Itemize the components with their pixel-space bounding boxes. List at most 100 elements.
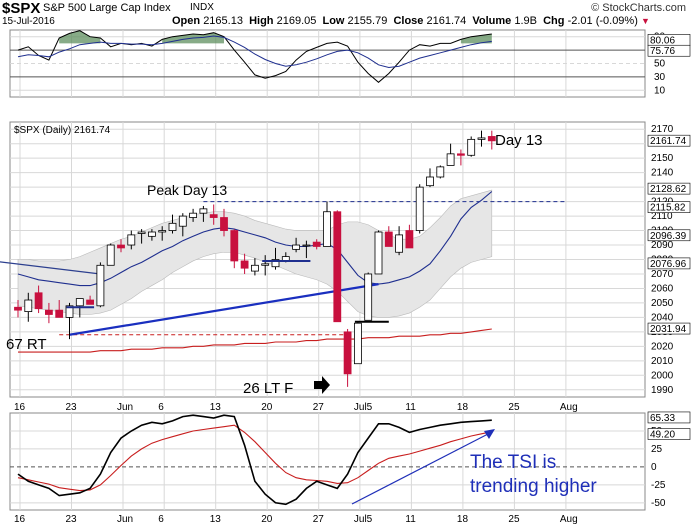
tsi-x-tick-label: 18 (457, 514, 469, 525)
price-x-tick-label: Jun (117, 402, 133, 413)
candle-body (467, 138, 476, 156)
candle-body (333, 211, 342, 323)
price-tick-label: 2150 (651, 153, 674, 164)
candle-body (189, 212, 198, 218)
candle-body (261, 263, 270, 266)
indicator-value-label-box (647, 44, 691, 57)
candle-body (426, 176, 434, 187)
price-value-label-box (647, 229, 691, 242)
tsi-x-tick-label: Jul5 (354, 514, 373, 525)
indicator-line (17, 30, 492, 83)
tsi-signal-line (17, 424, 492, 492)
price-tick-label: 1990 (651, 385, 674, 396)
price-x-tick-label: Jul5 (354, 402, 373, 413)
price-x-tick-label: 6 (158, 402, 164, 413)
chart-name: S&P 500 Large Cap Index (43, 2, 171, 14)
price-tick-label: 2050 (651, 298, 674, 309)
candle-body (24, 299, 33, 313)
price-x-tick-label: 20 (261, 402, 273, 413)
candle-body (374, 231, 383, 275)
candle-body (168, 222, 177, 231)
candle-body (45, 309, 53, 315)
indicator-tick-label: 30 (654, 72, 666, 83)
candle-body (364, 273, 373, 321)
candle-body (230, 230, 239, 262)
tsi-tick-label: 0 (651, 462, 657, 473)
price-tick-label: 2070 (651, 269, 674, 280)
price-x-tick-label: 16 (14, 402, 26, 413)
price-value-label-box (647, 257, 691, 270)
price-x-tick-label: 23 (66, 402, 78, 413)
price-x-tick-label: 18 (457, 402, 469, 413)
tsi-x-tick-label: 11 (405, 514, 416, 525)
candle-body (117, 244, 125, 249)
indicator-tick-label: 10 (654, 85, 666, 96)
candle-body (456, 153, 465, 156)
tsi-value-label: 65.33 (650, 413, 675, 424)
tsi-panel (9, 412, 646, 511)
right-arrow-icon (314, 376, 330, 394)
candle-body (65, 305, 74, 318)
price-value-label: 2076.96 (650, 259, 687, 270)
chart-watermark: © StockCharts.com (591, 2, 686, 14)
candle-body (34, 292, 43, 310)
price-x-tick-label: 25 (508, 402, 520, 413)
chart-date: 15-Jul-2016 (2, 16, 55, 27)
annotation-26-lt-f: 26 LT F (243, 380, 293, 397)
tsi-x-tick-label: 20 (261, 514, 273, 525)
price-tick-label: 2140 (651, 168, 674, 179)
tsi-x-tick-label: 23 (66, 514, 78, 525)
price-value-label-box (647, 322, 691, 335)
candle-body (14, 306, 22, 311)
price-value-label-box (647, 201, 691, 213)
price-tick-label: 2090 (651, 240, 674, 251)
tsi-x-tick-label: Aug (560, 514, 578, 525)
chart-exchange: INDX (190, 2, 214, 13)
price-tick-label: 2040 (651, 312, 674, 323)
indicator-overbought-fill (460, 34, 492, 44)
price-tick-label: 2170 (651, 124, 674, 135)
price-x-tick-label: Aug (560, 402, 578, 413)
tsi-x-tick-label: 27 (313, 514, 325, 525)
candle-body (323, 211, 331, 247)
tsi-tick-label: 25 (651, 444, 663, 455)
indicator-value-label: 80.06 (650, 35, 675, 46)
candle-body (415, 186, 424, 231)
candle-body (395, 234, 404, 253)
candle-body (487, 136, 496, 142)
tsi-trend-arrow (351, 433, 489, 505)
ohlc-readout: Open 2165.13 High 2169.05 Low 2155.79 Cl… (172, 15, 650, 27)
indicator-signal-line (17, 35, 492, 69)
tsi-line (17, 414, 492, 506)
price-value-label: 2096.39 (650, 231, 687, 242)
candle-body (302, 244, 311, 247)
rising-trendline (69, 283, 379, 336)
candle-body (178, 215, 187, 227)
price-panel-title: $SPX (Daily) 2161.74 (14, 125, 111, 136)
price-tick-label: 2060 (651, 283, 674, 294)
candle-body (240, 260, 249, 269)
candle-body (353, 322, 362, 365)
price-tick-label: 2010 (651, 356, 674, 367)
candle-body (96, 264, 105, 307)
price-value-label: 2115.82 (650, 203, 686, 214)
descending-line (0, 261, 101, 275)
candle-body (250, 264, 259, 272)
candle-body (75, 298, 84, 307)
candle-body (127, 234, 136, 246)
candle-body (405, 230, 414, 249)
candle-body (436, 166, 445, 178)
candle-body (199, 208, 208, 214)
price-tick-label: 2110 (651, 211, 673, 222)
long-ma-line (18, 328, 492, 353)
price-x-tick-label: 11 (405, 402, 416, 413)
indicator-value-label: 75.76 (650, 46, 675, 57)
candle-body (220, 217, 228, 231)
tsi-value-label-box (647, 428, 691, 440)
tsi-value-label-box (647, 411, 691, 424)
candle-body (312, 241, 321, 247)
price-value-label-box (647, 182, 691, 195)
tsi-x-tick-label: 25 (508, 514, 520, 525)
price-x-tick-label: 27 (313, 402, 325, 413)
